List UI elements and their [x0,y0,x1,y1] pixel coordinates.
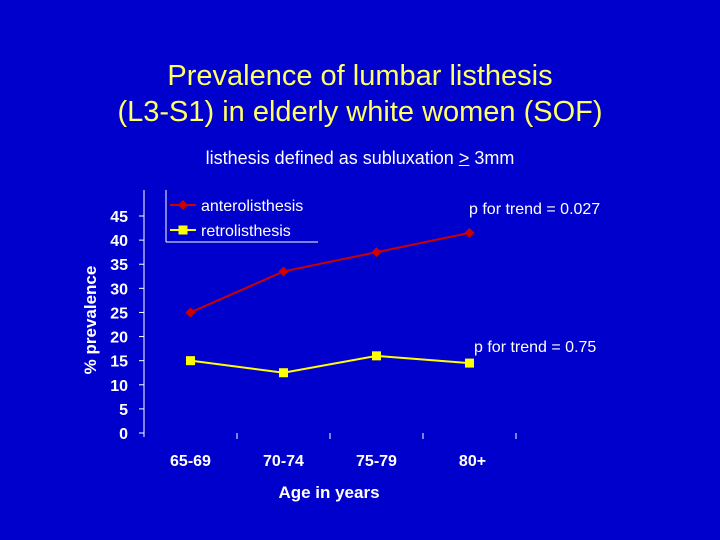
y-tick-label: 20 [110,330,128,347]
subtitle-symbol: > [458,148,470,168]
x-tick-labels: 65-69 70-74 75-79 80+ [170,453,486,470]
anterolisthesis-marker [371,247,382,258]
retrolisthesis-marker [465,358,474,368]
anterolisthesis-marker [278,266,289,277]
y-tick-label: 35 [110,257,128,274]
subtitle-suffix: 3mm [469,148,515,168]
y-tick-label: 45 [110,209,128,226]
chart-series [185,227,475,378]
y-tick-label: 30 [110,281,128,298]
chart-legend: anterolisthesis retrolisthesis [165,190,318,243]
anterolisthesis-marker [185,307,196,318]
y-tick-label: 10 [110,378,128,395]
subtitle-prefix: listhesis defined as subluxation [205,148,459,168]
title-line-2: (L3-S1) in elderly white women (SOF) [117,96,603,128]
legend-marker [178,225,188,235]
title-line-1: Prevalence of lumbar listhesis [167,60,553,92]
slide-title: Prevalence of lumbar listhesis (L3-S1) i… [0,58,720,130]
retrolisthesis-line [190,354,470,374]
x-tick-label: 70-74 [263,453,304,470]
annotation-retrolisthesis-trend: p for trend = 0.75 [474,339,596,356]
y-tick-label: 40 [110,233,128,250]
retrolisthesis-marker [279,368,288,378]
retrolisthesis-marker [186,356,195,366]
legend-label: retrolisthesis [201,223,291,240]
y-tick-label: 0 [119,426,128,443]
y-tick-labels: 0 5 10 15 20 25 30 35 40 45 [110,209,128,443]
x-tick-label: 75-79 [356,453,397,470]
x-tick-label: 65-69 [170,453,211,470]
y-tick-label: 25 [110,305,128,322]
retrolisthesis-marker [372,351,381,361]
x-tick-label: 80+ [459,453,486,470]
legend-label: anterolisthesis [201,198,303,215]
anterolisthesis-marker [464,227,475,238]
y-tick-label: 15 [110,354,128,371]
chart-subtitle: listhesis defined as subluxation > 3mm [0,148,720,169]
x-axis-label: Age in years [278,483,379,502]
annotation-anterolisthesis-trend: p for trend = 0.027 [469,201,600,218]
chart-axes [139,190,517,439]
legend-marker [178,200,188,210]
anterolisthesis-line [190,231,470,314]
y-axis-label: % prevalence [81,266,100,375]
y-tick-label: 5 [119,402,128,419]
